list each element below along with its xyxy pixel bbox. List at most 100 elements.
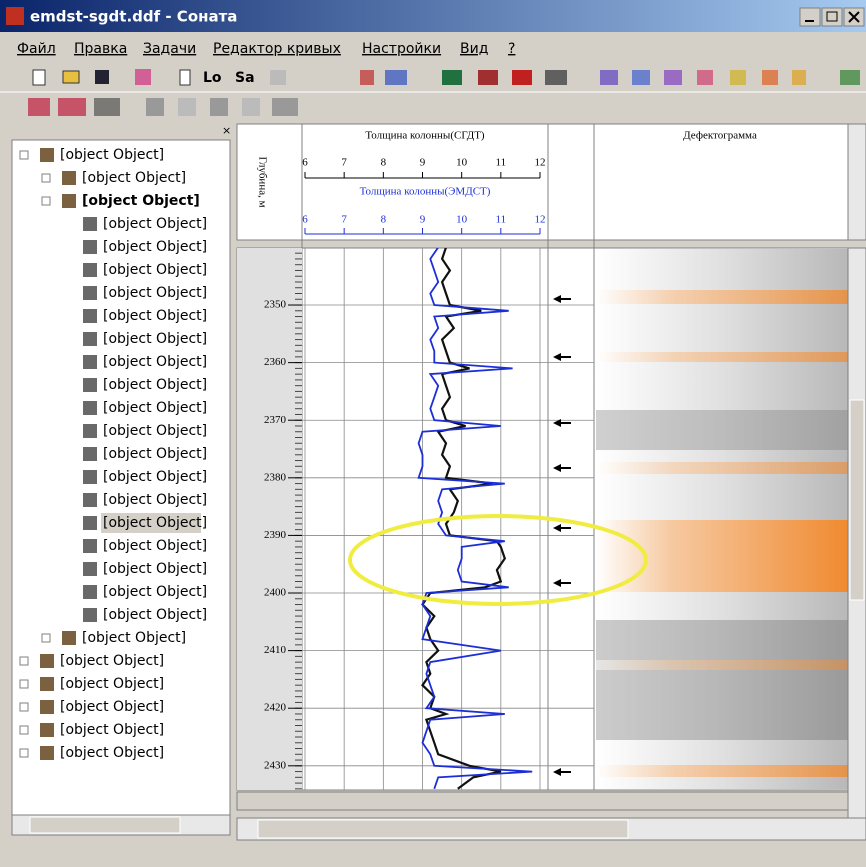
- tree-item[interactable]: [object Object]: [103, 469, 207, 485]
- tree-item[interactable]: [object Object]: [60, 699, 164, 715]
- tree-icon[interactable]: [83, 424, 97, 438]
- header-scrollbar[interactable]: [847, 123, 866, 241]
- tree-icon[interactable]: [83, 378, 97, 392]
- close-panel[interactable]: ×: [222, 124, 231, 137]
- window-buttons[interactable]: [799, 7, 865, 27]
- tree-icon[interactable]: [83, 263, 97, 277]
- tree-item[interactable]: [object Object]: [103, 446, 207, 462]
- tree-expander[interactable]: [19, 150, 29, 160]
- tree-item[interactable]: [object Object]: [82, 193, 200, 209]
- tree-item[interactable]: [object Object]: [103, 216, 207, 232]
- tree-icon[interactable]: [83, 585, 97, 599]
- tree-icon[interactable]: [83, 217, 97, 231]
- x-tick-label: 12: [535, 157, 546, 169]
- tree-icon[interactable]: [83, 286, 97, 300]
- maximize-button[interactable]: [821, 7, 843, 27]
- tree-expander[interactable]: [41, 173, 51, 183]
- tree-icon[interactable]: [40, 746, 54, 760]
- tree-item[interactable]: [object Object]: [103, 423, 207, 439]
- tree-item[interactable]: [object Object]: [103, 561, 207, 577]
- tree-icon[interactable]: [83, 562, 97, 576]
- x-tick-label: 6: [302, 214, 308, 226]
- tree-item[interactable]: [object Object]: [60, 676, 164, 692]
- menu-item[interactable]: Файл: [17, 41, 56, 57]
- tree-icon[interactable]: [62, 631, 76, 645]
- tree-item[interactable]: [object Object]: [103, 354, 207, 370]
- tree-item[interactable]: [object Object]: [103, 262, 207, 278]
- toolbar-label[interactable]: Lo: [203, 70, 222, 86]
- tree: [object Object] [object Object] [object Ob…: [19, 147, 207, 761]
- tree-icon[interactable]: [40, 148, 54, 162]
- tree-icon[interactable]: [83, 309, 97, 323]
- tree-item[interactable]: [object Object]: [103, 331, 207, 347]
- minimize-button[interactable]: [799, 7, 821, 27]
- depth-track: [237, 248, 302, 790]
- x-tick-label: 11: [496, 157, 507, 169]
- tree-item[interactable]: [object Object]: [60, 722, 164, 738]
- tree-icon[interactable]: [83, 516, 97, 530]
- tree-item[interactable]: [object Object]: [103, 308, 207, 324]
- tree-icon[interactable]: [83, 493, 97, 507]
- tree-icon[interactable]: [83, 332, 97, 346]
- track-header: Толщина колонны(СГДТ): [365, 130, 485, 142]
- y-tick-label: 2400: [264, 587, 287, 599]
- x-tick-label: 8: [381, 214, 387, 226]
- x-tick-label: 6: [302, 157, 308, 169]
- track-scrollbars[interactable]: [236, 791, 849, 811]
- menu-item[interactable]: Вид: [460, 41, 488, 57]
- menu-item[interactable]: Задачи: [143, 41, 196, 57]
- tree-icon[interactable]: [83, 401, 97, 415]
- menu-item[interactable]: Настройки: [362, 41, 441, 57]
- tree-icon[interactable]: [62, 194, 76, 208]
- x-tick-label: 7: [341, 214, 347, 226]
- tree-icon[interactable]: [40, 654, 54, 668]
- tree-item[interactable]: [object Object]: [103, 492, 207, 508]
- y-tick-label: 2370: [264, 414, 287, 426]
- tree-icon[interactable]: [83, 355, 97, 369]
- tree-icon[interactable]: [83, 539, 97, 553]
- depth-header: Глубина, м: [256, 156, 268, 207]
- tree-expander[interactable]: [19, 656, 29, 666]
- y-tick-label: 2390: [264, 529, 287, 541]
- menu-item[interactable]: Редактор кривых: [213, 41, 341, 57]
- tree-item[interactable]: [object Object]: [82, 630, 186, 646]
- log-plot: 6 6 7 7 8 8 9 9 10 10 11 11 12 12 2350 2360 2370 2380 2390…: [264, 157, 594, 790]
- tree-expander[interactable]: [19, 679, 29, 689]
- tree-expander[interactable]: [41, 633, 51, 643]
- tree-icon[interactable]: [62, 171, 76, 185]
- tree-expander[interactable]: [19, 702, 29, 712]
- tree-icon[interactable]: [83, 240, 97, 254]
- toolbar-label[interactable]: Sa: [235, 70, 255, 86]
- tree-item[interactable]: [object Object]: [60, 653, 164, 669]
- defect-header: Дефектограмма: [683, 130, 757, 142]
- tree-item[interactable]: [object Object]: [60, 745, 164, 761]
- highlight-ellipse: [348, 514, 648, 606]
- tree-expander[interactable]: [41, 196, 51, 206]
- tree-item[interactable]: [object Object]: [103, 377, 207, 393]
- tree-icon[interactable]: [83, 608, 97, 622]
- tree-item[interactable]: [object Object]: [103, 607, 207, 623]
- toolbar-icons[interactable]: [28, 69, 860, 116]
- tree-icon[interactable]: [83, 447, 97, 461]
- x-tick-label: 10: [456, 157, 468, 169]
- y-tick-label: 2430: [264, 759, 287, 771]
- tree-icon[interactable]: [40, 723, 54, 737]
- tree-expander[interactable]: [19, 725, 29, 735]
- tree-icon[interactable]: [83, 470, 97, 484]
- tree-item[interactable]: [object Object]: [82, 170, 186, 186]
- tree-item[interactable]: [object Object]: [103, 584, 207, 600]
- tree-item[interactable]: [object Object]: [103, 400, 207, 416]
- tree-expander[interactable]: [19, 748, 29, 758]
- tree-icon[interactable]: [40, 677, 54, 691]
- tree-item[interactable]: [object Object]: [60, 147, 164, 163]
- x-tick-label: 10: [456, 214, 468, 226]
- tree-item[interactable]: [object Object]: [103, 538, 207, 554]
- tree-item[interactable]: [object Object]: [103, 239, 207, 255]
- tree-item[interactable]: [object Object]: [103, 285, 207, 301]
- y-tick-label: 2360: [264, 356, 287, 368]
- menu-item[interactable]: ?: [508, 41, 515, 57]
- tree-icon[interactable]: [40, 700, 54, 714]
- menu-item[interactable]: Правка: [74, 41, 127, 57]
- tree-item[interactable]: [object Object]: [103, 515, 207, 531]
